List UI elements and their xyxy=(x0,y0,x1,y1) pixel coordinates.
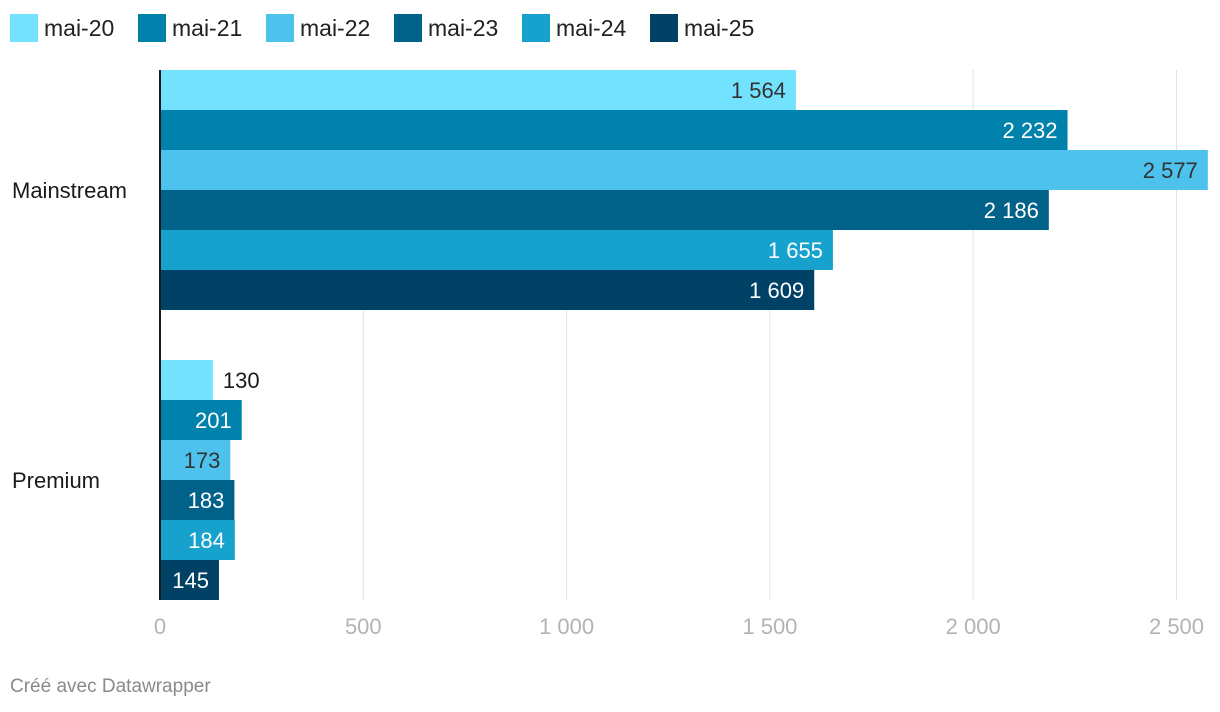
x-tick-label: 2 500 xyxy=(1149,614,1204,639)
legend-label-mai-21: mai-21 xyxy=(172,15,242,41)
x-tick-label: 2 000 xyxy=(946,614,1001,639)
x-tick-label: 500 xyxy=(345,614,382,639)
bar-premium-mai-23 xyxy=(160,480,235,520)
value-label-mainstream-mai-23: 2 186 xyxy=(984,198,1039,223)
x-tick-label: 1 500 xyxy=(742,614,797,639)
legend-swatch-mai-21 xyxy=(138,14,166,42)
value-label-premium-mai-21: 201 xyxy=(195,408,232,433)
legend-label-mai-24: mai-24 xyxy=(556,15,627,41)
bars xyxy=(160,70,1208,600)
value-label-premium-mai-22: 173 xyxy=(184,448,221,473)
legend-swatch-mai-24 xyxy=(522,14,550,42)
bar-premium-mai-25 xyxy=(160,560,219,600)
bar-mainstream-mai-20 xyxy=(160,70,796,110)
legend-label-mai-23: mai-23 xyxy=(428,15,498,41)
x-tick-label: 1 000 xyxy=(539,614,594,639)
value-label-mainstream-mai-24: 1 655 xyxy=(768,238,823,263)
legend-swatch-mai-25 xyxy=(650,14,678,42)
legend-swatch-mai-22 xyxy=(266,14,294,42)
bar-mainstream-mai-21 xyxy=(160,110,1068,150)
legend-label-mai-25: mai-25 xyxy=(684,15,754,41)
bar-mainstream-mai-24 xyxy=(160,230,833,270)
legend-label-mai-20: mai-20 xyxy=(44,15,114,41)
legend: mai-20 mai-21 mai-22 mai-23 mai-24 mai-25 xyxy=(10,14,754,42)
value-label-premium-mai-25: 145 xyxy=(172,568,209,593)
value-label-mainstream-mai-20: 1 564 xyxy=(731,78,786,103)
bar-premium-mai-21 xyxy=(160,400,242,440)
category-label-mainstream: Mainstream xyxy=(12,178,127,203)
legend-label-mai-22: mai-22 xyxy=(300,15,370,41)
value-label-premium-mai-20: 130 xyxy=(223,368,260,393)
bar-premium-mai-22 xyxy=(160,440,231,480)
bar-mainstream-mai-22 xyxy=(160,150,1208,190)
value-label-premium-mai-24: 184 xyxy=(188,528,225,553)
value-label-premium-mai-23: 183 xyxy=(188,488,225,513)
bar-premium-mai-20 xyxy=(160,360,213,400)
value-label-mainstream-mai-22: 2 577 xyxy=(1143,158,1198,183)
value-labels: 1 564 2 232 2 577 2 186 1 655 1 609 130 201 173 1… xyxy=(172,78,1198,593)
bar-mainstream-mai-25 xyxy=(160,270,815,310)
x-tick-label: 0 xyxy=(154,614,166,639)
legend-swatch-mai-23 xyxy=(394,14,422,42)
bar-premium-mai-24 xyxy=(160,520,235,560)
bar-mainstream-mai-23 xyxy=(160,190,1049,230)
axis: 0 500 1 000 1 500 2 000 2 500 Mainstream Premiu… xyxy=(12,70,1204,639)
category-label-premium: Premium xyxy=(12,468,100,493)
footer-credit: Créé avec Datawrapper xyxy=(10,676,211,697)
value-label-mainstream-mai-25: 1 609 xyxy=(749,278,804,303)
value-label-mainstream-mai-21: 2 232 xyxy=(1002,118,1057,143)
legend-swatch-mai-20 xyxy=(10,14,38,42)
